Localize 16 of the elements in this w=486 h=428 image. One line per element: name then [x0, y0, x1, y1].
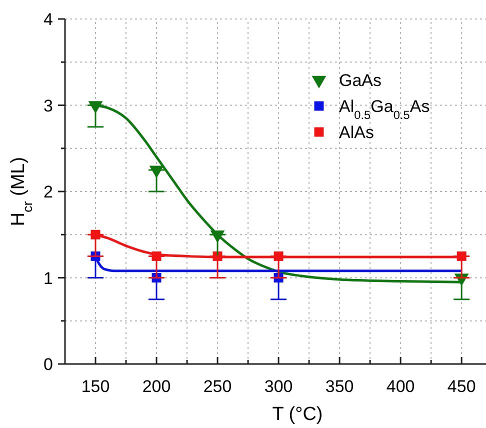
x-tick-label: 450 [447, 377, 476, 396]
x-tick-label: 400 [386, 377, 415, 396]
y-tick-label: 3 [44, 96, 53, 116]
x-axis-title: T (°C) [272, 404, 323, 425]
legend-label: Al$_{0.5}$Ga$_{0.5}$As [339, 97, 430, 122]
x-tick-label: 200 [142, 377, 171, 396]
y-tick-label: 2 [44, 182, 53, 202]
y-tick-label: 1 [44, 268, 53, 288]
y-tick-label: 0 [44, 355, 53, 374]
legend-label: GaAs [339, 71, 382, 90]
x-tick-label: 250 [203, 377, 232, 396]
x-tick-label: 150 [81, 377, 110, 396]
y-tick-label: 4 [44, 10, 53, 29]
x-tick-label: 300 [264, 377, 293, 396]
x-tick-label: 350 [325, 377, 354, 396]
legend-label: AlAs [339, 123, 374, 142]
